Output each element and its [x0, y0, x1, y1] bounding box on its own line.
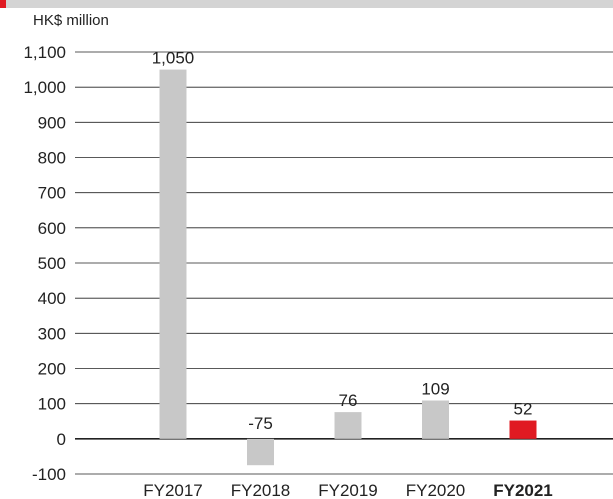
category-label-fy2021: FY2021 — [493, 481, 553, 499]
x-axis-categories: FY2017 FY2018 FY2019 FY2020 FY2021 — [143, 481, 553, 499]
category-label-fy2019: FY2019 — [318, 481, 378, 499]
y-tick-label: 600 — [38, 219, 66, 238]
bar-fy2020 — [422, 400, 449, 439]
y-axis-ticks: -100 0 100 200 300 400 500 600 700 800 900 1,000 1,1… — [23, 43, 66, 484]
data-label-fy2017: 1,050 — [152, 49, 195, 68]
bar-fy2017 — [159, 69, 187, 439]
y-tick-label: -100 — [32, 465, 66, 484]
y-tick-label: 900 — [38, 113, 66, 132]
bars — [159, 69, 537, 466]
header-accent-mark — [0, 0, 6, 8]
y-tick-label: 1,100 — [23, 43, 66, 62]
y-tick-label: 0 — [57, 430, 66, 449]
y-tick-label: 500 — [38, 254, 66, 273]
y-tick-label: 1,000 — [23, 78, 66, 97]
y-tick-label: 800 — [38, 149, 66, 168]
data-labels: 1,050 -75 76 109 52 — [152, 49, 533, 433]
data-label-fy2020: 109 — [421, 380, 449, 399]
y-tick-label: 300 — [38, 324, 66, 343]
category-label-fy2020: FY2020 — [406, 481, 466, 499]
bar-fy2019 — [334, 412, 362, 439]
bar-fy2018 — [247, 438, 274, 466]
bar-fy2021 — [509, 420, 537, 439]
data-label-fy2018: -75 — [248, 414, 273, 433]
y-tick-label: 700 — [38, 184, 66, 203]
data-label-fy2019: 76 — [339, 391, 358, 410]
header-band — [0, 0, 613, 8]
data-label-fy2021: 52 — [514, 400, 533, 419]
category-label-fy2018: FY2018 — [231, 481, 291, 499]
y-tick-label: 100 — [38, 395, 66, 414]
unit-label: HK$ million — [33, 12, 109, 29]
y-tick-label: 200 — [38, 360, 66, 379]
y-tick-label: 400 — [38, 289, 66, 308]
category-label-fy2017: FY2017 — [143, 481, 203, 499]
